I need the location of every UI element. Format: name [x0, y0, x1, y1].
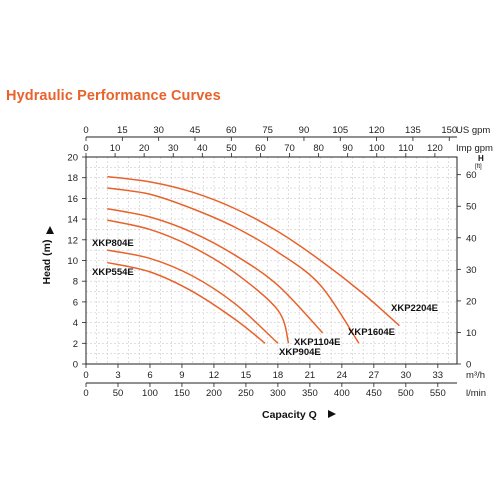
impgpm-tick-label: 70	[284, 143, 295, 154]
impgpm-tick-label: 100	[369, 143, 385, 154]
impgpm-tick-label: 0	[83, 143, 88, 154]
m3h-tick-label: 30	[401, 370, 412, 381]
m3h-tick-label: 9	[179, 370, 184, 381]
usgpm-tick-label: 45	[190, 125, 201, 136]
impgpm-tick-label: 60	[255, 143, 266, 154]
m3h-tick-label: 18	[273, 370, 284, 381]
m3h-tick-label: 12	[209, 370, 220, 381]
m3h-tick-label: 0	[83, 370, 88, 381]
lmin-tick-label: 350	[302, 388, 318, 399]
x-axis-arrow-icon	[328, 410, 336, 418]
head-m-tick-label: 14	[67, 215, 78, 226]
impgpm-tick-label: 80	[313, 143, 324, 154]
m3h-tick-label: 27	[369, 370, 380, 381]
m3h-tick-label: 33	[433, 370, 444, 381]
head-ft-tick-label: 40	[466, 233, 477, 244]
head-ft-tick-label: 30	[466, 265, 477, 276]
lmin-tick-label: 550	[430, 388, 446, 399]
impgpm-tick-label: 20	[139, 143, 150, 154]
lmin-tick-label: 150	[174, 388, 190, 399]
lmin-tick-label: 200	[206, 388, 222, 399]
lmin-tick-label: 250	[238, 388, 254, 399]
head-ft-tick-label: 10	[466, 328, 477, 339]
head-ft-tick-label: 60	[466, 170, 477, 181]
impgpm-tick-label: 110	[398, 143, 413, 154]
m3h-tick-label: 3	[115, 370, 120, 381]
curve-xkp1604e	[107, 187, 360, 344]
impgpm-tick-label: 40	[197, 143, 208, 154]
usgpm-tick-label: 135	[405, 125, 421, 136]
m3h-tick-label: 21	[305, 370, 316, 381]
y-axis-arrow-icon	[46, 226, 54, 234]
lmin-tick-label: 300	[270, 388, 286, 399]
curve-xkp904e	[107, 219, 290, 344]
curve-label-xkp1104e: XKP1104E	[294, 337, 340, 348]
curve-label-xkp804e: XKP804E	[92, 238, 134, 249]
head-m-tick-label: 18	[67, 173, 78, 184]
head-m-tick-label: 10	[67, 256, 78, 267]
head-m-tick-label: 20	[67, 153, 78, 164]
lmin-tick-label: 0	[83, 388, 88, 399]
head-m-tick-label: 2	[73, 339, 78, 350]
head-m-tick-label: 4	[73, 318, 78, 329]
curve-label-xkp1604e: XKP1604E	[348, 327, 395, 338]
curve-label-xkp2204e: XKP2204E	[391, 303, 438, 314]
usgpm-tick-label: 90	[299, 125, 310, 136]
usgpm-tick-label: 105	[332, 125, 348, 136]
usgpm-unit-label: US gpm	[456, 125, 490, 136]
head-m-tick-label: 6	[73, 297, 78, 308]
lmin-tick-label: 450	[366, 388, 382, 399]
m3h-tick-label: 24	[337, 370, 348, 381]
curve-label-xkp554e: XKP554E	[92, 267, 134, 278]
m3h-tick-label: 6	[147, 370, 152, 381]
usgpm-tick-label: 75	[262, 125, 273, 136]
y2-axis-unit: [ft]	[475, 164, 482, 170]
usgpm-tick-label: 0	[83, 125, 88, 136]
lmin-tick-label: 100	[142, 388, 158, 399]
y2-axis-title: H	[478, 154, 484, 163]
head-ft-tick-label: 50	[466, 202, 477, 213]
plot-frame	[85, 136, 458, 384]
curve-xkp804e	[107, 249, 279, 344]
head-m-tick-label: 12	[67, 235, 78, 246]
head-ft-tick-label: 0	[466, 360, 471, 371]
curve-label-xkp904e: XKP904E	[279, 347, 321, 358]
lmin-tick-label: 500	[398, 388, 414, 399]
head-ft-tick-label: 20	[466, 296, 477, 307]
lmin-unit-label: l/min	[466, 388, 486, 399]
impgpm-tick-label: 50	[226, 143, 237, 154]
x-axis-title: Capacity Q	[262, 409, 317, 421]
usgpm-tick-label: 30	[153, 125, 164, 136]
curve-xkp554e	[107, 261, 266, 344]
m3h-unit-label: m³/h	[466, 370, 485, 381]
curves	[107, 175, 400, 344]
usgpm-tick-label: 120	[369, 125, 385, 136]
head-m-tick-label: 16	[67, 194, 78, 205]
usgpm-tick-label: 15	[117, 125, 128, 136]
usgpm-tick-label: 150	[441, 125, 457, 136]
curve-xkp1104e	[107, 208, 324, 334]
usgpm-tick-label: 60	[226, 125, 237, 136]
y-axis-title: Head (m)	[41, 240, 53, 285]
impgpm-tick-label: 120	[427, 143, 443, 154]
impgpm-tick-label: 90	[342, 143, 353, 154]
chart-title: Hydraulic Performance Curves	[6, 88, 221, 104]
impgpm-unit-label: Imp gpm	[456, 143, 493, 154]
lmin-tick-label: 50	[113, 388, 124, 399]
m3h-tick-label: 15	[241, 370, 252, 381]
impgpm-tick-label: 10	[110, 143, 121, 154]
head-m-tick-label: 0	[73, 360, 78, 371]
impgpm-tick-label: 30	[168, 143, 179, 154]
grid	[85, 156, 457, 365]
head-m-tick-label: 8	[73, 277, 78, 288]
lmin-tick-label: 400	[334, 388, 350, 399]
curve-xkp2204e	[107, 175, 400, 327]
